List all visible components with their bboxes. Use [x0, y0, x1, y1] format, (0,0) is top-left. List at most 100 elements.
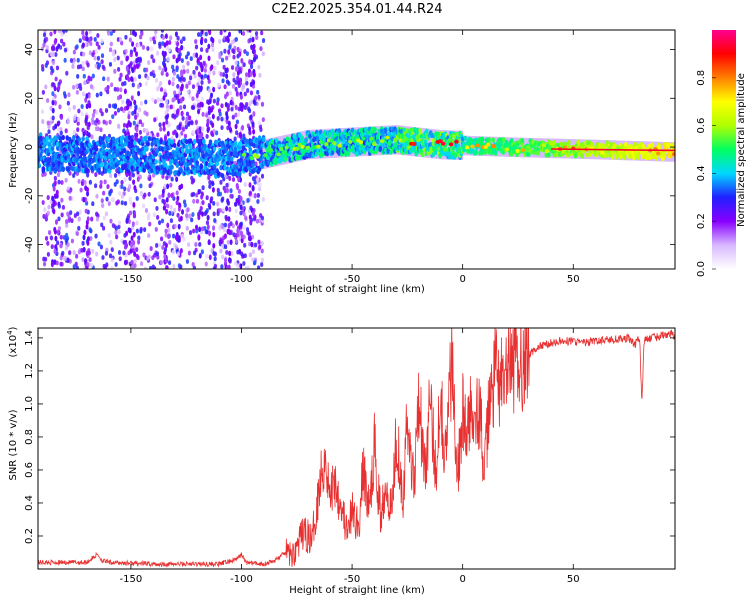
- heatmap-cell: [220, 224, 225, 230]
- heatmap-cell: [159, 169, 164, 175]
- heatmap-cell: [113, 68, 117, 74]
- heatmap-cell: [163, 62, 167, 69]
- heatmap-cell: [109, 239, 113, 245]
- heatmap-cell: [464, 145, 470, 150]
- heatmap-cell: [87, 121, 91, 128]
- heatmap-cell: [60, 197, 64, 203]
- heatmap-cell: [99, 179, 103, 185]
- heatmap-cell: [178, 76, 182, 82]
- heatmap-cell: [62, 234, 66, 240]
- colorbar-tick-label: 0.6: [696, 118, 707, 134]
- heatmap-cell: [609, 141, 614, 148]
- heatmap-cell: [77, 178, 81, 184]
- heatmap-cell: [201, 112, 205, 117]
- heatmap-cell: [93, 55, 97, 61]
- heatmap-cell: [53, 100, 57, 106]
- heatmap-cell: [201, 211, 205, 217]
- heatmap-cell: [75, 253, 79, 259]
- heatmap-cell: [195, 198, 200, 204]
- heatmap-cell: [211, 181, 215, 187]
- heatmap-cell: [407, 137, 412, 143]
- heatmap-cell: [135, 51, 139, 57]
- heatmap-cell: [190, 175, 194, 181]
- heatmap-cell: [118, 256, 122, 262]
- heatmap-cell: [120, 60, 124, 66]
- heatmap-cell: [150, 141, 154, 147]
- heatmap-cell: [133, 212, 137, 218]
- heatmap-cell: [657, 144, 661, 150]
- heatmap-cell: [163, 51, 167, 57]
- heatmap-cell: [491, 137, 495, 143]
- heatmap-cell: [147, 136, 152, 142]
- heatmap-cell: [231, 114, 235, 120]
- heatmap-cell: [53, 193, 57, 199]
- heatmap-cell: [82, 91, 86, 97]
- heatmap-cell: [636, 152, 640, 158]
- heatmap-cell: [137, 43, 141, 48]
- heatmap-cell: [234, 80, 238, 85]
- heatmap-cell: [242, 133, 246, 139]
- heatmap-cell: [160, 218, 165, 224]
- heatmap-cell: [206, 74, 210, 81]
- heatmap-cell: [197, 214, 201, 221]
- heatmap-cell: [182, 36, 186, 42]
- heatmap-cell: [77, 147, 81, 154]
- heatmap-cell: [175, 57, 179, 64]
- heatmap-cell: [348, 139, 353, 144]
- heatmap-cell: [228, 31, 232, 38]
- heatmap-cell: [128, 227, 132, 234]
- heatmap-cell: [83, 80, 87, 86]
- heatmap-cell: [85, 114, 89, 120]
- heatmap-cell: [110, 257, 114, 263]
- heatmap-cell: [176, 251, 180, 257]
- heatmap-cell: [288, 150, 292, 156]
- heatmap-cell: [261, 117, 265, 122]
- heatmap-cell: [169, 218, 174, 224]
- heatmap-cell: [49, 235, 54, 241]
- heatmap-cell: [318, 140, 324, 145]
- heatmap-cell: [50, 166, 55, 172]
- heatmap-cell: [44, 63, 48, 68]
- heatmap-cell: [197, 108, 201, 115]
- heatmap-cell: [86, 236, 90, 242]
- heatmap-cell: [165, 175, 169, 181]
- heatmap-cell: [117, 250, 122, 255]
- heatmap-cell: [45, 36, 49, 42]
- heatmap-cell: [141, 44, 146, 50]
- heatmap-cell: [132, 30, 136, 36]
- heatmap-cell: [186, 207, 190, 213]
- heatmap-cell: [438, 139, 443, 144]
- heatmap-cell: [104, 211, 109, 217]
- heatmap-cell: [633, 141, 637, 148]
- heatmap-cell: [145, 111, 149, 117]
- heatmap-cell: [57, 179, 61, 185]
- heatmap-cell: [227, 222, 231, 229]
- heatmap-cell: [53, 229, 57, 235]
- heatmap-cell: [159, 260, 164, 265]
- heatmap-cell: [220, 172, 225, 179]
- heatmap-cell: [182, 69, 186, 75]
- heatmap-cell: [234, 261, 238, 266]
- heatmap-cell: [71, 64, 75, 69]
- heatmap-cell: [180, 130, 184, 136]
- heatmap-cell: [200, 74, 204, 80]
- heatmap-cell: [161, 188, 165, 195]
- heatmap-cell: [46, 98, 50, 103]
- heatmap-cell: [51, 60, 56, 66]
- heatmap-cell: [163, 91, 167, 97]
- spectrogram-y-tick-label: 0: [24, 144, 35, 150]
- heatmap-cell: [68, 106, 72, 112]
- heatmap-cell: [219, 248, 223, 254]
- heatmap-cell: [89, 236, 93, 241]
- heatmap-cell: [78, 83, 82, 88]
- heatmap-cell: [255, 35, 259, 41]
- heatmap-cell: [185, 116, 189, 122]
- heatmap-cell: [108, 253, 113, 259]
- heatmap-cell: [75, 231, 79, 237]
- heatmap-cell: [520, 138, 525, 144]
- heatmap-cell: [81, 240, 85, 246]
- heatmap-cell: [260, 257, 265, 263]
- heatmap-cell: [249, 90, 254, 96]
